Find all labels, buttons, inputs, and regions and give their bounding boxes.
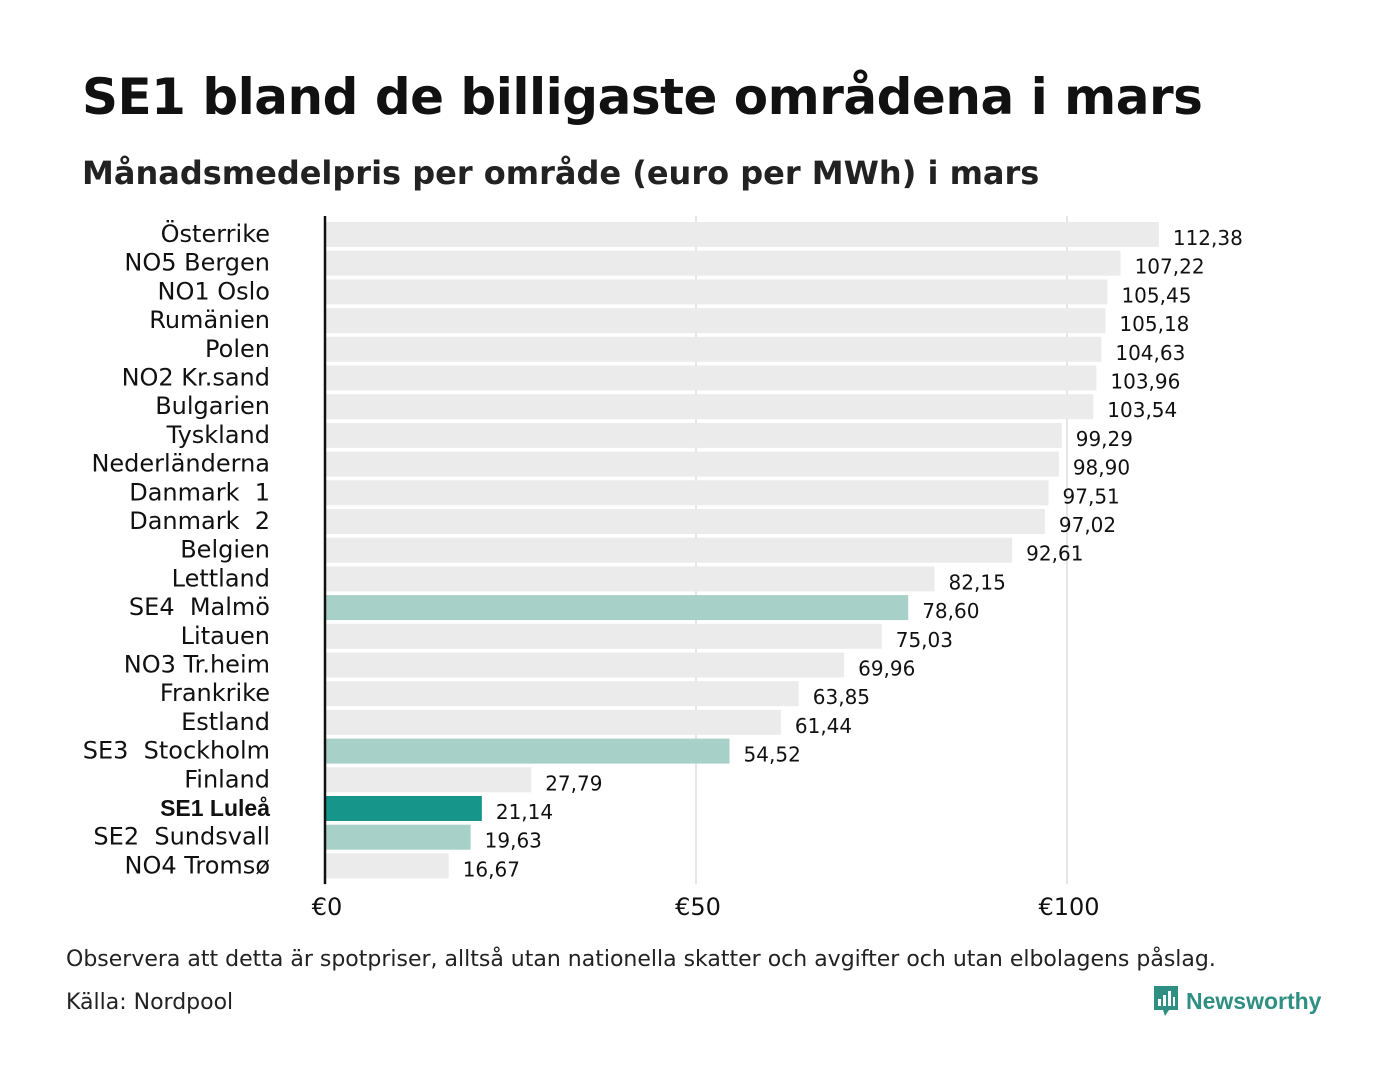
category-label: SE4 Malmö	[129, 593, 270, 621]
chart-subtitle: Månadsmedelpris per område (euro per MWh…	[82, 154, 1040, 192]
bar	[325, 422, 1062, 448]
bar	[325, 480, 1049, 506]
category-label: Polen	[205, 335, 270, 363]
value-label: 27,79	[545, 771, 602, 795]
bar	[325, 394, 1094, 420]
value-label: 103,54	[1107, 398, 1177, 422]
category-label: Frankrike	[160, 679, 270, 707]
bar	[325, 537, 1013, 563]
value-label: 105,18	[1119, 312, 1189, 336]
bar	[325, 824, 471, 850]
category-label: Bulgarien	[155, 392, 270, 420]
bar	[325, 853, 449, 879]
footnote: Observera att detta är spotpriser, allts…	[66, 947, 1216, 972]
category-label: Österrike	[161, 219, 270, 248]
value-label: 92,61	[1026, 542, 1083, 566]
bar	[325, 709, 781, 735]
x-tick-label: €0	[312, 893, 343, 921]
bar	[325, 308, 1106, 334]
value-label: 107,22	[1135, 255, 1205, 279]
bar	[325, 796, 482, 821]
value-label: 75,03	[896, 628, 953, 652]
category-label: NO4 Tromsø	[125, 851, 270, 879]
category-label: Litauen	[181, 622, 270, 650]
source-credit: Källa: Nordpool	[66, 990, 234, 1015]
brand-name: Newsworthy	[1186, 987, 1322, 1014]
category-label: NO3 Tr.heim	[124, 651, 270, 679]
category-label: Tyskland	[166, 421, 270, 449]
value-label: 97,51	[1063, 484, 1120, 508]
bar	[325, 509, 1045, 534]
bar	[325, 365, 1097, 391]
bar-chart-chat-icon	[1154, 986, 1178, 1016]
bar	[325, 566, 935, 592]
bar	[325, 681, 799, 707]
value-label: 82,15	[949, 570, 1006, 594]
x-tick-label: €50	[675, 893, 721, 921]
bar	[325, 652, 845, 678]
bar	[325, 623, 882, 649]
category-label: Rumänien	[149, 306, 270, 334]
bar	[325, 595, 909, 621]
category-label: Finland	[184, 765, 270, 793]
value-label: 21,14	[496, 800, 553, 824]
x-tick-label: €100	[1038, 893, 1099, 921]
category-label: SE1 Luleå	[160, 795, 270, 821]
category-label: NO5 Bergen	[124, 249, 270, 277]
value-label: 69,96	[858, 657, 915, 681]
bar	[325, 336, 1102, 362]
category-label: NO2 Kr.sand	[122, 364, 270, 392]
bar	[325, 738, 730, 764]
brand-logo: Newsworthy	[1152, 984, 1321, 1018]
category-label: Danmark 2	[129, 507, 270, 535]
category-label: NO1 Oslo	[158, 277, 271, 305]
value-label: 103,96	[1110, 370, 1180, 394]
value-label: 78,60	[922, 599, 979, 623]
value-label: 99,29	[1076, 427, 1133, 451]
value-label: 63,85	[813, 685, 870, 709]
category-label: Danmark 1	[129, 478, 270, 506]
value-label: 54,52	[744, 743, 801, 767]
chart-title: SE1 bland de billigaste områdena i mars	[82, 68, 1203, 126]
category-label: Lettland	[172, 564, 270, 592]
bar	[325, 279, 1108, 305]
value-label: 104,63	[1115, 341, 1185, 365]
category-label: SE3 Stockholm	[83, 737, 270, 765]
category-label: Nederländerna	[91, 450, 270, 478]
bar-chart: Österrike 112,38 NO5 Bergen 107,22 NO1 Oslo 1…	[83, 216, 1243, 921]
value-label: 61,44	[795, 714, 852, 738]
value-label: 112,38	[1173, 226, 1243, 250]
bar	[325, 250, 1121, 276]
bar	[325, 222, 1159, 247]
category-label: Belgien	[180, 536, 270, 564]
category-label: Estland	[181, 708, 270, 736]
bar	[325, 451, 1059, 477]
value-label: 97,02	[1059, 513, 1116, 537]
value-label: 19,63	[485, 829, 542, 853]
value-label: 105,45	[1121, 283, 1191, 307]
value-label: 98,90	[1073, 456, 1130, 480]
value-label: 16,67	[463, 857, 520, 881]
bar	[325, 767, 532, 793]
category-label: SE2 Sundsvall	[93, 823, 270, 851]
